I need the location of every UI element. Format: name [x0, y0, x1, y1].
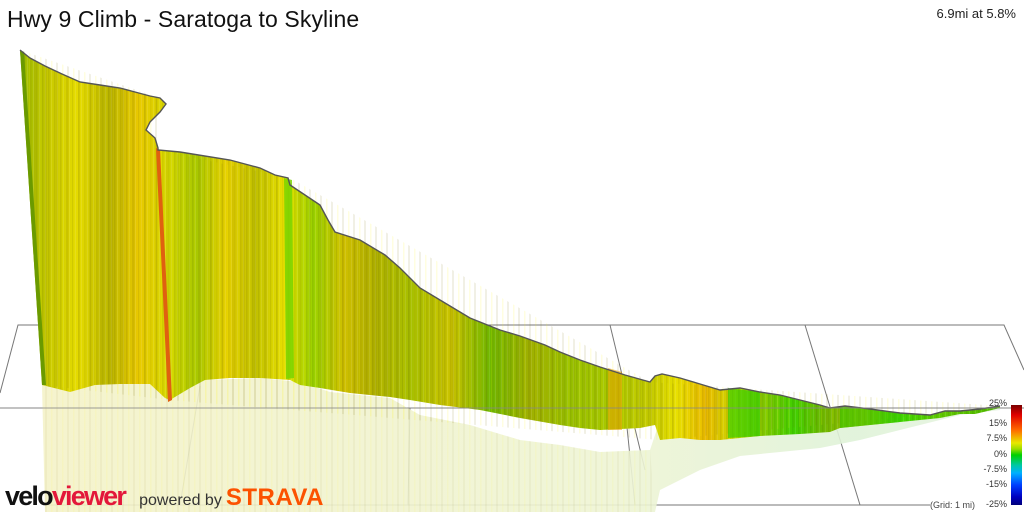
climb-summary: 6.9mi at 5.8% — [936, 6, 1017, 21]
legend-label-neg-25: -25% — [985, 499, 1007, 509]
veloviewer-logo-velo[interactable]: velo — [5, 481, 54, 511]
legend-label-25: 25% — [988, 398, 1007, 408]
legend-label-0: 0% — [993, 449, 1007, 459]
page-title: Hwy 9 Climb - Saratoga to Skyline — [7, 6, 360, 32]
wall-orange-band — [608, 368, 622, 430]
legend-label-7-5: 7.5% — [986, 433, 1007, 443]
wall-stripes-2 — [20, 50, 1000, 440]
wall-green-band-1 — [284, 178, 294, 379]
legend-label-15: 15% — [988, 418, 1007, 428]
legend-label-neg-15: -15% — [985, 479, 1007, 489]
strava-logo[interactable]: STRAVA — [225, 484, 324, 511]
profile-top-edge — [19, 49, 1001, 416]
wall-green-band-2 — [728, 388, 760, 438]
branding: velo viewer powered by STRAVA — [5, 483, 324, 510]
legend-label-neg-7-5: -7.5% — [983, 464, 1007, 474]
reflection-stripes — [42, 376, 655, 512]
gradient-color-scale — [1011, 405, 1022, 505]
steep-gradient-spike — [156, 148, 172, 402]
veloviewer-logo-viewer[interactable]: viewer — [51, 481, 127, 511]
powered-by-label: powered by — [139, 492, 222, 509]
grid-scale-note: (Grid: 1 mi) — [930, 500, 975, 510]
wall-left-edge — [20, 50, 46, 385]
